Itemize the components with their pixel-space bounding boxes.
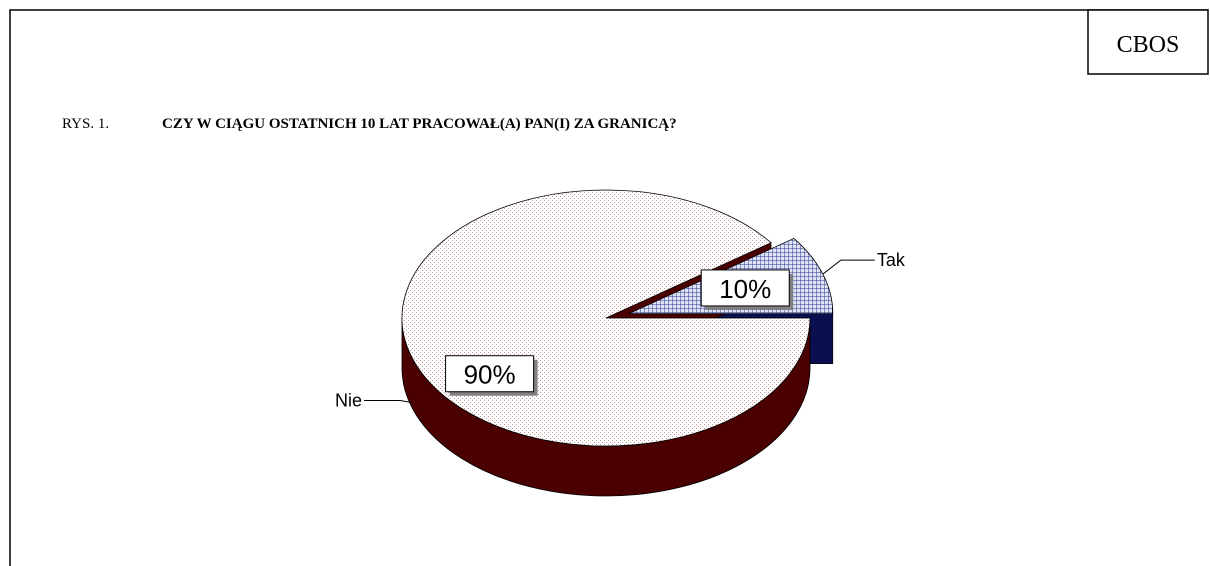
- leader-line: [822, 259, 875, 275]
- value-label-box: [700, 269, 790, 307]
- leader-line: [363, 400, 413, 404]
- source: CBOS: [1117, 32, 1180, 58]
- frame: [9, 9, 1208, 566]
- value-label: 90%: [464, 360, 516, 390]
- source-box: [1087, 9, 1209, 75]
- pie: 10% Tak 90% Nie: [335, 189, 906, 497]
- value-label: 10%: [719, 274, 771, 304]
- category-label: Nie: [335, 391, 362, 411]
- category-label: Tak: [877, 250, 906, 270]
- slice: [401, 189, 811, 447]
- value-label-box: [445, 355, 535, 393]
- figure-label: RYS. 1.: [62, 116, 109, 132]
- chart-title: CZY W CIĄGU OSTATNICH 10 LAT PRACOWAŁ(A)…: [162, 116, 677, 132]
